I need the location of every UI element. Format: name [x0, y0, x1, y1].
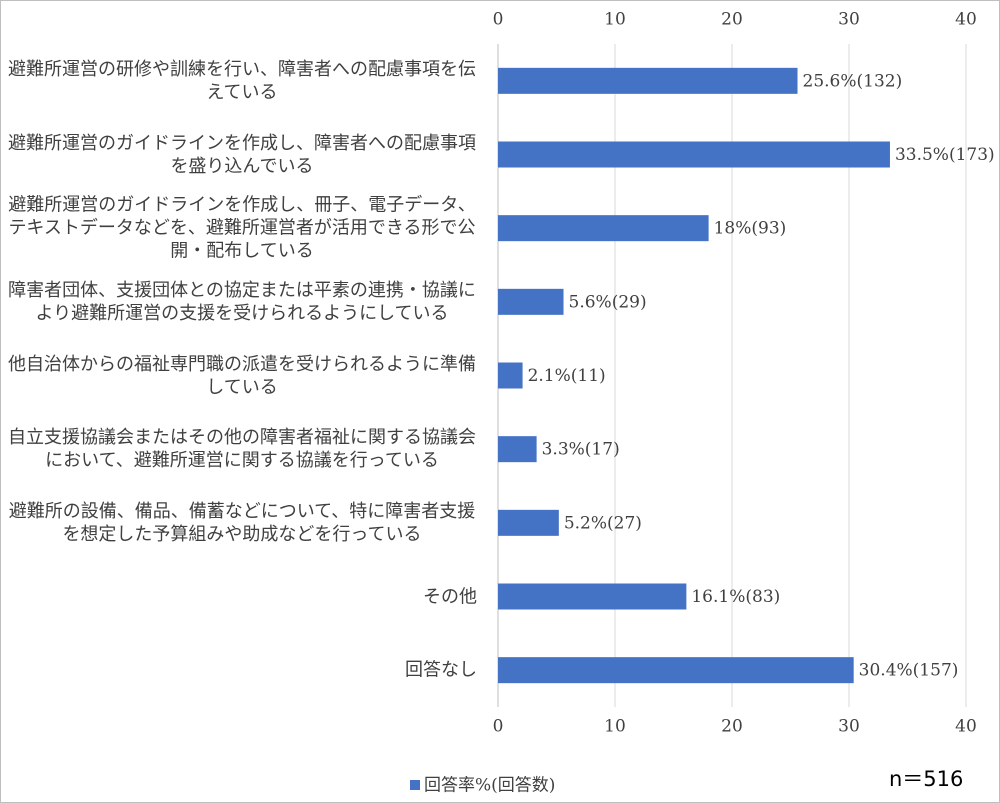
- category-text: 避難所の設備、備品、備蓄などについて、特に障害者支援を想定した予算組みや助成など…: [8, 500, 476, 545]
- data-label: 5.6%(29): [569, 292, 647, 312]
- data-label: 25.6%(132): [803, 71, 903, 91]
- bar: [498, 509, 559, 536]
- bar: [498, 67, 798, 94]
- annotation: n＝516: [889, 767, 964, 791]
- y-tick-label: 避難所運営のガイドラインを作成し、障害者への配慮事項を盛り込んでいる: [7, 132, 477, 178]
- x-tick-label-top: 30: [838, 10, 860, 30]
- y-tick-label: 避難所運営のガイドラインを作成し、冊子、電子データ、テキストデータなどを、避難所…: [7, 194, 477, 263]
- x-tick-label: 40: [955, 717, 977, 737]
- data-label: 5.2%(27): [564, 513, 642, 533]
- category-text: 避難所運営のガイドラインを作成し、冊子、電子データ、テキストデータなどを、避難所…: [8, 194, 476, 262]
- data-label: 3.3%(17): [542, 440, 620, 460]
- category-text: その他: [423, 586, 477, 607]
- category-text: 回答なし: [405, 659, 477, 681]
- bar: [498, 583, 687, 610]
- y-tick-label: 他自治体からの福祉専門職の派遣を受けられるように準備している: [7, 353, 477, 399]
- x-tick-label-top: 20: [721, 10, 743, 30]
- x-tick-label-top: 40: [955, 10, 977, 30]
- bar: [498, 436, 537, 463]
- x-tick-label: 20: [721, 717, 743, 737]
- category-text: 自立支援協議会またはその他の障害者福祉に関する協議会において、避難所運営に関する…: [8, 427, 476, 472]
- x-tick-label-top: 10: [604, 10, 626, 30]
- y-tick-label: 自立支援協議会またはその他の障害者福祉に関する協議会において、避難所運営に関する…: [7, 426, 477, 472]
- data-label: 2.1%(11): [528, 366, 606, 386]
- y-tick-label: 回答なし: [7, 659, 477, 682]
- y-tick-label: その他: [7, 585, 477, 608]
- data-label: 30.4%(157): [859, 661, 959, 681]
- data-label: 18%(93): [714, 219, 787, 239]
- category-text: 他自治体からの福祉専門職の派遣を受けられるように準備している: [8, 353, 476, 398]
- x-tick-label: 30: [838, 717, 860, 737]
- y-tick-label: 避難所運営の研修や訓練を行い、障害者への配慮事項を伝えている: [7, 58, 477, 104]
- x-tick-label: 0: [493, 717, 504, 737]
- category-text: 障害者団体、支援団体との協定または平素の連携・協議により避難所運営の支援を受けら…: [8, 279, 476, 324]
- bar: [498, 362, 523, 389]
- category-text: 避難所運営のガイドラインを作成し、障害者への配慮事項を盛り込んでいる: [8, 132, 476, 177]
- data-label: 33.5%(173): [895, 145, 995, 165]
- y-tick-label: 避難所の設備、備品、備蓄などについて、特に障害者支援を想定した予算組みや助成など…: [7, 500, 477, 546]
- bar: [498, 215, 709, 242]
- x-tick-label: 10: [604, 717, 626, 737]
- legend-label: 回答率%(回答数): [424, 776, 555, 796]
- bar: [498, 288, 564, 315]
- bar: [498, 141, 890, 168]
- x-tick-label-top: 0: [493, 10, 504, 30]
- bar: [498, 657, 854, 684]
- legend-swatch: [410, 780, 420, 790]
- y-tick-label: 障害者団体、支援団体との協定または平素の連携・協議により避難所運営の支援を受けら…: [7, 279, 477, 325]
- category-text: 避難所運営の研修や訓練を行い、障害者への配慮事項を伝えている: [8, 58, 476, 103]
- data-label: 16.1%(83): [691, 587, 780, 607]
